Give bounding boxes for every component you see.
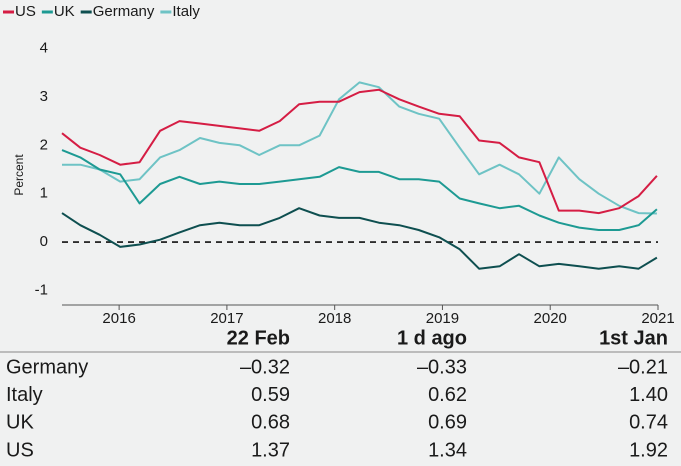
table-cell: –0.21 — [618, 356, 668, 378]
legend-label: UK — [54, 3, 75, 20]
table-row-label: Italy — [6, 384, 43, 406]
table-row-label: US — [6, 439, 34, 461]
legend-label: Italy — [172, 3, 200, 20]
legend-label: Germany — [93, 3, 155, 20]
series-line — [62, 81, 657, 215]
table-cell: 0.68 — [251, 412, 290, 434]
y-tick-label: 4 — [40, 39, 48, 56]
table-header: 1st Jan — [599, 327, 668, 349]
table-cell: –0.32 — [240, 356, 290, 378]
x-tick-label: 2021 — [641, 310, 674, 327]
table-cell: 1.37 — [251, 439, 290, 461]
legend-label: US — [15, 3, 36, 20]
y-axis-label: Percent — [12, 154, 26, 196]
table-cell: 0.69 — [428, 412, 467, 434]
y-tick-label: 2 — [40, 136, 48, 153]
x-tick-label: 2017 — [210, 310, 243, 327]
table-cell: 0.74 — [629, 412, 668, 434]
series-line — [61, 207, 658, 270]
table-cell: 0.59 — [251, 384, 290, 406]
series-line — [61, 149, 658, 231]
table-row-label: Germany — [6, 356, 88, 378]
table-row-label: UK — [6, 412, 34, 434]
table-cell: 1.34 — [428, 439, 467, 461]
table-cell: 1.92 — [629, 439, 668, 461]
table-header: 22 Feb — [227, 327, 290, 349]
x-tick-label: 2018 — [318, 310, 351, 327]
x-tick-label: 2019 — [426, 310, 459, 327]
table-header: 1 d ago — [397, 327, 467, 349]
table-cell: –0.33 — [417, 356, 467, 378]
y-tick-label: 0 — [40, 233, 48, 250]
y-tick-label: 3 — [40, 88, 48, 105]
table-cell: 0.62 — [428, 384, 467, 406]
series-line — [61, 88, 658, 215]
x-tick-label: 2016 — [102, 310, 135, 327]
table-cell: 1.40 — [629, 384, 668, 406]
y-tick-label: 1 — [40, 185, 48, 202]
y-tick-label: -1 — [35, 281, 48, 298]
x-tick-label: 2020 — [534, 310, 567, 327]
